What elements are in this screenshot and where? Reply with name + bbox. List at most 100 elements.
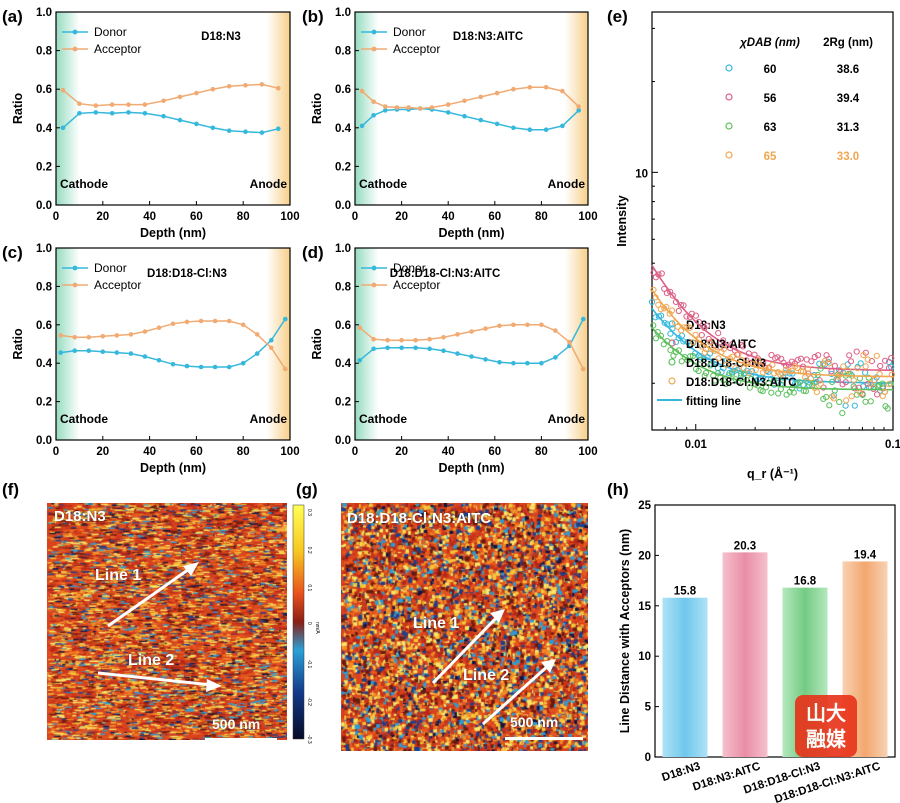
scatter-point (808, 358, 815, 365)
x-tick-label: 20 (395, 211, 408, 223)
scatter-point (888, 355, 895, 362)
scatter-point (860, 352, 867, 359)
scatter-point (815, 352, 822, 359)
y-tick-label: 0 (645, 752, 651, 764)
legend-acceptor: Acceptor (94, 278, 141, 292)
data-point-acceptor (511, 86, 516, 92)
panel-label-e: (e) (607, 7, 628, 26)
legend-marker (371, 29, 377, 35)
y-tick-label: 15 (638, 601, 651, 613)
data-point-acceptor (511, 322, 516, 328)
data-point-donor (383, 108, 388, 113)
data-point-acceptor (462, 98, 467, 104)
watermark-line-1: 山大 (806, 701, 846, 725)
data-point-donor (86, 348, 92, 354)
colorbar-tick-label: 0.3 (306, 509, 312, 516)
data-point-donor (77, 111, 82, 116)
data-point-donor (359, 123, 365, 129)
data-point-donor (399, 345, 404, 351)
x-tick-label: 0 (352, 211, 358, 223)
scatter-point (650, 322, 657, 329)
data-point-donor (413, 345, 418, 351)
data-point-acceptor (417, 106, 423, 111)
scatter-point (816, 377, 823, 384)
colorbar-tick-label: 0.2 (306, 547, 312, 554)
legend-acceptor: Acceptor (393, 42, 440, 56)
scatter-point (843, 397, 850, 404)
y-tick-label: 0.4 (335, 123, 352, 135)
x-axis-label: Depth (nm) (439, 226, 505, 240)
y-axis-label: Intensity (615, 195, 629, 246)
data-point-donor (283, 316, 288, 322)
scatter-point (874, 391, 881, 398)
scatter-point (881, 388, 888, 395)
plot-frame (55, 247, 291, 441)
scatter-point (678, 327, 685, 334)
data-point-donor (276, 126, 281, 132)
legend-series: D18:D18-Cl:N3:AITC (686, 377, 797, 389)
data-point-donor (371, 113, 376, 118)
scatter-point (739, 343, 747, 350)
data-point-acceptor (254, 332, 260, 337)
y-axis-label: Line Distance with Acceptors (nm) (618, 529, 632, 733)
scatter-point (828, 370, 835, 377)
y-tick-label: 1.0 (36, 243, 52, 255)
data-point-acceptor (77, 101, 82, 106)
colorbar-tick-label: 0.1 (306, 584, 312, 591)
y-axis-label: Ratio (310, 328, 324, 360)
y-tick-label: 1.0 (335, 7, 351, 19)
scatter-point (768, 351, 775, 359)
bar-value-label: 20.3 (734, 540, 756, 552)
scatter-point (712, 358, 719, 366)
scatter-point (826, 360, 833, 367)
panel-label-f: (f) (2, 480, 19, 499)
scatter-point (836, 371, 843, 378)
scatter-point (783, 391, 790, 398)
scatter-point (702, 369, 710, 377)
data-point-acceptor (539, 322, 544, 328)
y-axis-label: Ratio (310, 93, 324, 125)
plot-frame (55, 11, 291, 206)
y-tick-label: 0.0 (36, 200, 52, 212)
scatter-point (692, 312, 700, 319)
scatter-point (655, 271, 662, 278)
table-xi-value: 65 (764, 151, 777, 163)
depth-profile-d18-n3: 0.0 0.2 0.4 0.6 0.8 1.0 0 20 40 60 80 100 Depth (nm)… (11, 7, 300, 240)
plot-frame (654, 504, 896, 758)
data-point-donor (441, 348, 446, 354)
x-tick-label: 0 (53, 446, 59, 458)
y-tick-label: 0.2 (335, 397, 351, 409)
anode-label: Anode (548, 412, 586, 426)
panel-label-c: (c) (2, 243, 23, 262)
data-point-donor (576, 108, 581, 113)
data-point-donor (581, 316, 586, 322)
x-tick-label: 80 (237, 211, 250, 223)
series-line-acceptor (361, 86, 580, 110)
scatter-point (879, 380, 886, 387)
cathode-band (355, 248, 379, 440)
data-point-acceptor (142, 102, 148, 107)
x-axis-label: Depth (nm) (439, 461, 505, 475)
y-tick-label: 0.6 (335, 84, 351, 96)
afm-f-sample-label: D18:N3 (54, 508, 106, 525)
data-point-acceptor (483, 326, 488, 331)
colorbar-unit: nm/A (314, 622, 320, 634)
data-point-acceptor (527, 85, 533, 90)
table-header-xi: χDAB (nm) (738, 37, 800, 49)
table-xi-value: 56 (764, 93, 777, 105)
scatter-point (884, 405, 891, 412)
legend-marker (668, 377, 676, 385)
scatter-point (862, 398, 869, 405)
data-point-donor (212, 364, 218, 370)
scatter-point (683, 313, 690, 320)
scatter-point (759, 388, 766, 395)
bar-value-label: 19.4 (854, 549, 877, 561)
scatter-point (831, 387, 838, 394)
data-point-acceptor (525, 322, 530, 328)
scatter-point (839, 410, 846, 417)
afm-g-scalebar (505, 737, 583, 740)
x-tick-label: 20 (96, 211, 109, 223)
x-tick-label: 100 (578, 446, 597, 458)
x-axis-label: Depth (nm) (140, 461, 206, 475)
data-point-acceptor (371, 99, 376, 104)
